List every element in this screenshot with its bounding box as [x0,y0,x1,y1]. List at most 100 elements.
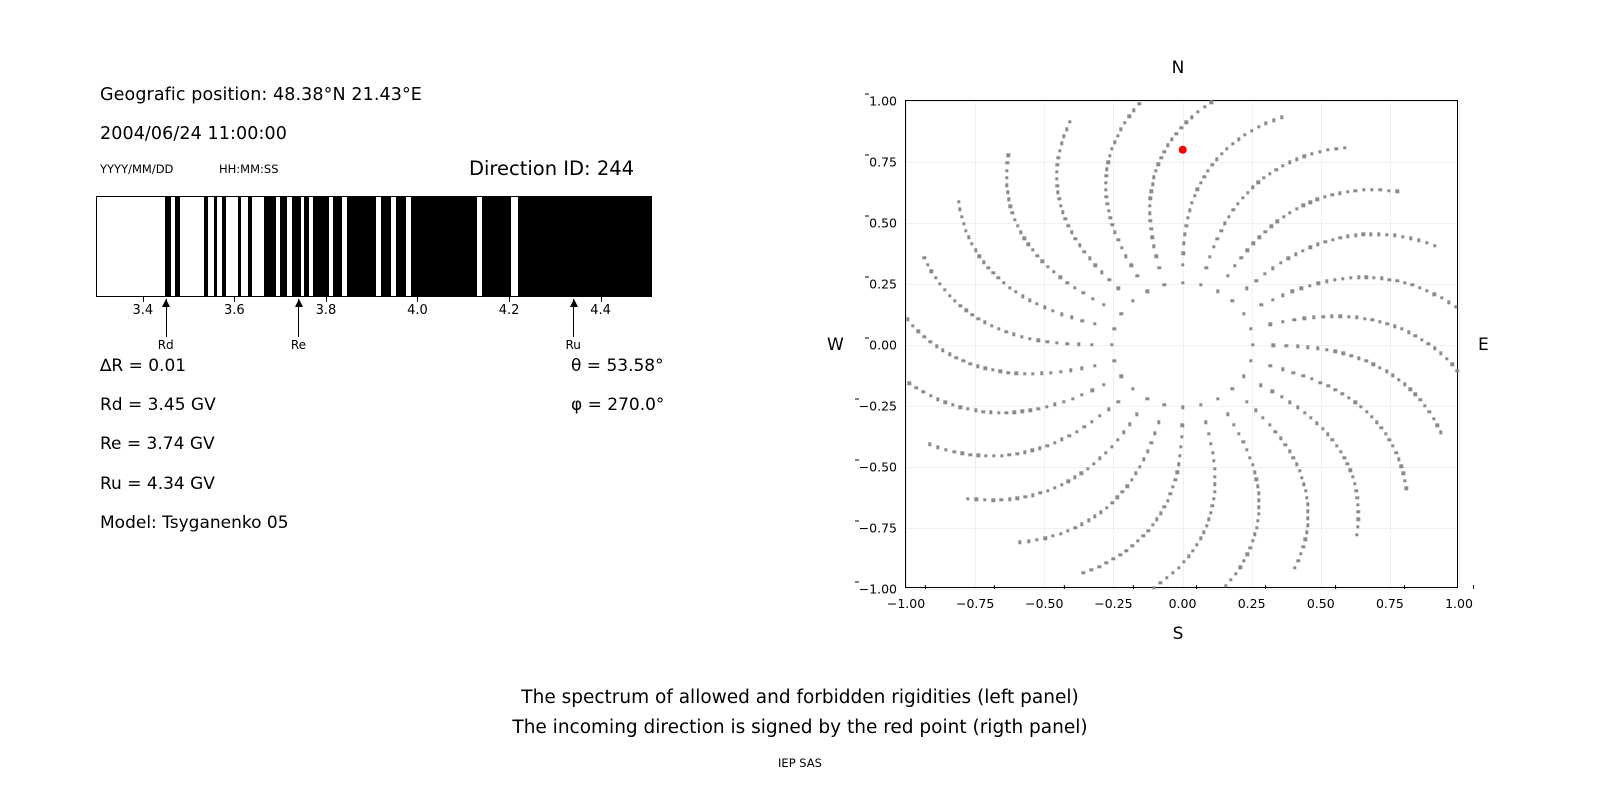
scatter-point [1391,373,1395,377]
scatter-point [986,265,990,270]
scatter-point [1259,383,1263,387]
scatter-point [1343,145,1347,150]
scatter-point [1320,427,1325,431]
scatter-point [957,199,961,204]
scatter-point [966,407,970,411]
y-axis-tick-label: 0.75 [865,154,904,170]
scatter-point [1349,353,1353,358]
scatter-point [1302,154,1307,159]
scatter-point [1058,148,1062,153]
scatter-point [905,317,910,322]
scatter-point [1225,147,1229,151]
scatter-point [1155,517,1159,521]
scatter-point [1341,276,1345,281]
scatter-point [1355,525,1360,529]
scatter-point [1249,129,1254,133]
scatter-point [1435,423,1439,428]
scatter-point [1116,238,1120,242]
scatter-point [1073,236,1078,241]
scatter-point [1356,510,1361,514]
scatter-point [1310,152,1314,156]
scatter-point [1302,316,1307,321]
scatter-point [1098,414,1102,418]
scatter-point [1444,357,1449,361]
scatter-point [1413,392,1418,397]
scatter-point [1286,256,1290,261]
scatter-point [1199,403,1203,407]
scatter-point [1080,318,1084,323]
scatter-point [1348,468,1352,473]
scatter-point [1211,497,1216,501]
scatter-point [1353,400,1357,405]
scatter-point [1007,497,1012,501]
x-axis-tick-label: 0.25 [1238,585,1267,611]
scatter-point [1306,509,1310,514]
x-axis-tick [1132,585,1134,589]
scatter-point [1300,475,1304,480]
scatter-point [1269,224,1273,228]
scatter-point [1190,115,1194,119]
gridline-vertical [1320,101,1322,587]
scatter-point [1357,356,1361,360]
compass-label-north: N [1171,58,1185,78]
gridline-vertical [906,101,907,587]
scatter-point [1401,235,1405,239]
direction-map-panel: −1.00 −0.75 −0.50 −0.25 0.00 0.25 0.50 0.75 1.00… [800,0,1600,680]
scatter-point [977,254,982,259]
scatter-point [1242,559,1246,563]
scatter-point [1031,493,1035,497]
scatter-point [1129,263,1133,267]
x-axis-tick-label: 1.00 [1445,585,1474,611]
scatter-point [1306,345,1310,349]
scatter-point [1207,432,1211,436]
scatter-point [997,327,1001,331]
scatter-point [1035,254,1039,258]
scatter-point [1080,522,1084,526]
scatter-point [941,348,945,353]
scatter-point [1125,484,1129,488]
scatter-point [1299,286,1304,290]
scatter-point [1394,450,1398,455]
scatter-point [1301,544,1306,549]
scatter-point [929,269,934,274]
scatter-point [1427,410,1432,414]
forbidden-band [380,197,392,296]
scatter-point [1026,539,1031,544]
scatter-point [981,409,985,414]
scatter-point [1212,459,1216,463]
scatter-point [1219,228,1223,233]
scatter-point [951,403,955,407]
scatter-point [1058,369,1063,374]
scatter-point [1127,114,1131,119]
scatter-point [1110,223,1115,227]
scatter-point [1281,164,1285,168]
scatter-point [1395,189,1400,194]
scatter-point [1023,450,1027,454]
scatter-point [1212,467,1217,471]
scatter-point [1198,536,1203,541]
scatter-point [968,452,972,457]
scatter-point [1102,303,1106,307]
scatter-point [1184,120,1189,125]
param-model: Model: Tsyganenko 05 [100,513,289,533]
scatter-point [1393,233,1397,238]
scatter-point [1294,207,1299,211]
scatter-point [1093,363,1097,368]
axis-tick [417,297,419,302]
scatter-point [1227,214,1231,219]
scatter-point [1385,232,1389,237]
scatter-point [1080,366,1084,370]
scatter-point [1045,339,1050,344]
scatter-point [1081,291,1086,295]
scatter-point [1162,403,1166,407]
scatter-point [1308,200,1312,204]
scatter-point [989,410,993,414]
scatter-point [1305,495,1309,500]
scatter-point [1370,188,1374,192]
scatter-point [1245,448,1249,452]
scatter-point [1100,270,1104,274]
scatter-point [1248,455,1252,460]
scatter-point [1065,342,1069,346]
scatter-point [1115,495,1120,500]
scatter-point [1257,235,1261,239]
